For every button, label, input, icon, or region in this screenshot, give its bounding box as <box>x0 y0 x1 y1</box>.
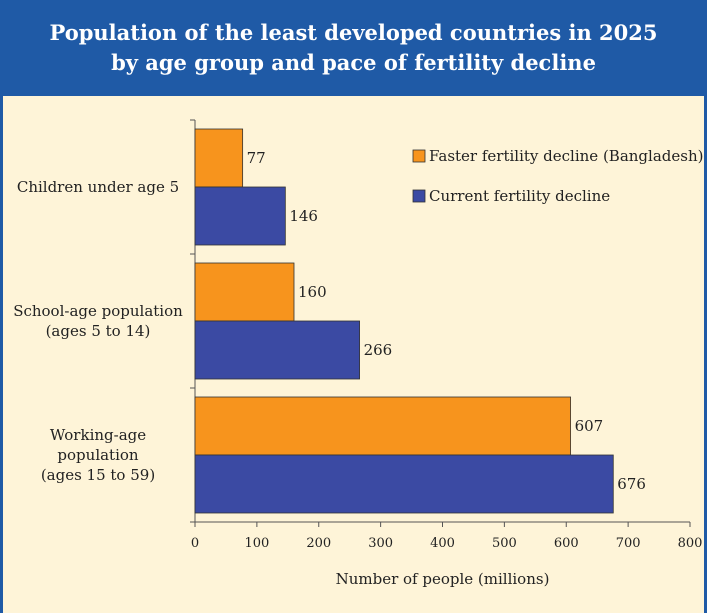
bar-current <box>194 320 360 380</box>
x-tick-label: 200 <box>306 536 331 551</box>
legend-swatch-current <box>412 189 426 203</box>
category-label: (ages 5 to 14) <box>46 322 151 340</box>
x-tick-label: 0 <box>191 536 199 551</box>
chart-header: Population of the least developed countr… <box>3 0 704 96</box>
category-label: Working-age <box>50 426 146 444</box>
legend-label: Current fertility decline <box>429 187 610 205</box>
bar-chart: 0 100 200 300 400 500 600 700 800 Number of peopl… <box>13 119 703 588</box>
x-axis-label: Number of people (millions) <box>336 570 550 588</box>
bar-value-label: 77 <box>247 149 266 167</box>
bar-value-label: 146 <box>289 207 318 225</box>
bar-faster <box>194 128 244 188</box>
category-label: population <box>57 446 138 464</box>
bar-value-label: 676 <box>617 475 646 493</box>
x-tick-label: 700 <box>616 536 641 551</box>
bar-faster <box>194 396 571 456</box>
x-tick-label: 500 <box>492 536 517 551</box>
bar-value-label: 160 <box>298 283 327 301</box>
x-tick-label: 800 <box>678 536 703 551</box>
x-tick-label: 400 <box>430 536 455 551</box>
chart-title-line-1: Population of the least developed countr… <box>49 20 658 45</box>
bar-value-label: 266 <box>364 341 393 359</box>
category-label: (ages 15 to 59) <box>41 466 155 484</box>
category-label: Children under age 5 <box>17 178 179 196</box>
bar-faster <box>194 262 295 322</box>
legend-swatch-faster <box>412 149 426 163</box>
bar-current <box>194 454 614 514</box>
x-tick-label: 600 <box>554 536 579 551</box>
category-label: School-age population <box>13 302 183 320</box>
x-tick-label: 300 <box>368 536 393 551</box>
chart-title-line-2: by age group and pace of fertility decli… <box>111 50 596 75</box>
bar-current <box>194 186 286 246</box>
x-tick-label: 100 <box>244 536 269 551</box>
legend-label: Faster fertility decline (Bangladesh) <box>429 147 703 165</box>
bar-value-label: 607 <box>575 417 604 435</box>
